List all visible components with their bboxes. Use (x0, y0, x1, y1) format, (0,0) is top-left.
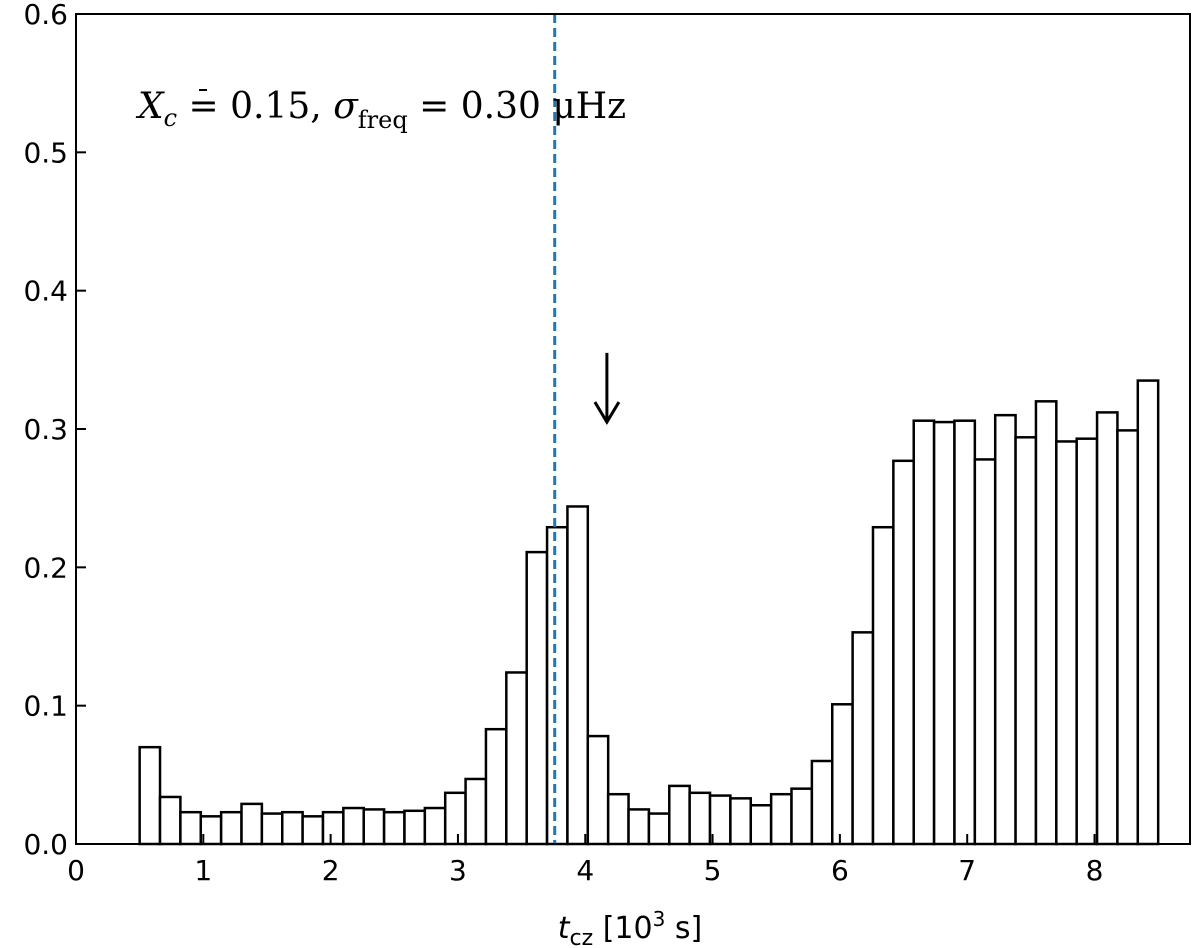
histogram-bar (1055, 440, 1078, 846)
histogram-bar (1116, 429, 1140, 846)
histogram-bar (321, 810, 345, 846)
histogram-bar (382, 810, 406, 846)
y-tick-label: 0.3 (23, 413, 68, 446)
histogram-bar (1075, 437, 1099, 846)
histogram-bar (342, 806, 365, 846)
histogram-bar (892, 459, 915, 846)
histogram-bar (953, 419, 977, 846)
down-arrow-annotation (593, 352, 621, 425)
histogram-bar (912, 419, 936, 846)
x-axis-label: tcz [103 s] (558, 907, 702, 948)
y-tick-label: 0.1 (23, 690, 68, 723)
histogram-bar (525, 550, 549, 846)
histogram-bar (688, 791, 712, 846)
histogram-bar (932, 420, 956, 846)
histogram-bar (443, 791, 467, 846)
histogram-bar (301, 815, 325, 846)
bars (138, 379, 1160, 846)
histogram-bar (586, 734, 610, 846)
histogram-bar (790, 787, 814, 846)
histogram-bar (240, 802, 264, 846)
annotation-text: Xc = 0.15, σfreq = 0.30 μHz (135, 86, 626, 134)
histogram-bar (158, 795, 182, 846)
x-axis-ticks: 0 1 2 3 4 5 6 7 8 (67, 834, 1103, 887)
histogram-bar (179, 810, 203, 846)
histogram-bar (566, 505, 590, 846)
histogram-bar (545, 525, 569, 846)
histogram-bar (1034, 400, 1058, 846)
x-tick-label: 8 (1086, 854, 1104, 887)
x-tick-label: 0 (67, 854, 85, 887)
x-tick-label: 7 (958, 854, 976, 887)
x-tick-label: 4 (576, 854, 594, 887)
y-tick-label: 0.6 (23, 0, 68, 31)
histogram-bar (973, 458, 997, 846)
histogram-bar (464, 777, 488, 846)
histogram-bar (851, 631, 875, 846)
histogram-bar (423, 806, 447, 846)
histogram-bar (1136, 379, 1160, 846)
histogram-bar (280, 810, 304, 846)
histogram-bar (606, 792, 630, 846)
histogram-bar (138, 745, 162, 846)
y-axis-ticks: 0.0 0.1 0.2 0.3 0.4 0.5 0.6 (23, 0, 86, 861)
histogram-bar (729, 797, 753, 846)
y-tick-label: 0.0 (23, 828, 68, 861)
histogram-bar (403, 809, 427, 846)
histogram-bar (219, 810, 243, 846)
histogram-bar (749, 804, 773, 846)
histogram-bar (993, 413, 1017, 846)
y-tick-label: 0.4 (23, 275, 68, 308)
histogram-bar (871, 525, 895, 846)
x-tick-label: 3 (449, 854, 467, 887)
histogram-bar (830, 703, 854, 846)
arrow-head (593, 401, 621, 425)
histogram-bar (769, 792, 793, 846)
histogram-bar (647, 812, 671, 846)
x-tick-label: 5 (704, 854, 722, 887)
histogram-bar (1014, 436, 1038, 846)
histogram-bar (484, 727, 508, 846)
histogram-bar (627, 808, 651, 846)
x-tick-label: 1 (194, 854, 212, 887)
histogram-bar (668, 784, 691, 846)
y-tick-label: 0.5 (23, 136, 68, 169)
histogram-bar (505, 671, 528, 846)
histogram-bar (810, 759, 834, 846)
histogram-bar (260, 812, 284, 846)
histogram-bar (1095, 411, 1119, 846)
x-tick-label: 6 (831, 854, 849, 887)
y-tick-label: 0.2 (23, 551, 68, 584)
histogram-bar (362, 808, 386, 846)
x-tick-label: 2 (322, 854, 340, 887)
